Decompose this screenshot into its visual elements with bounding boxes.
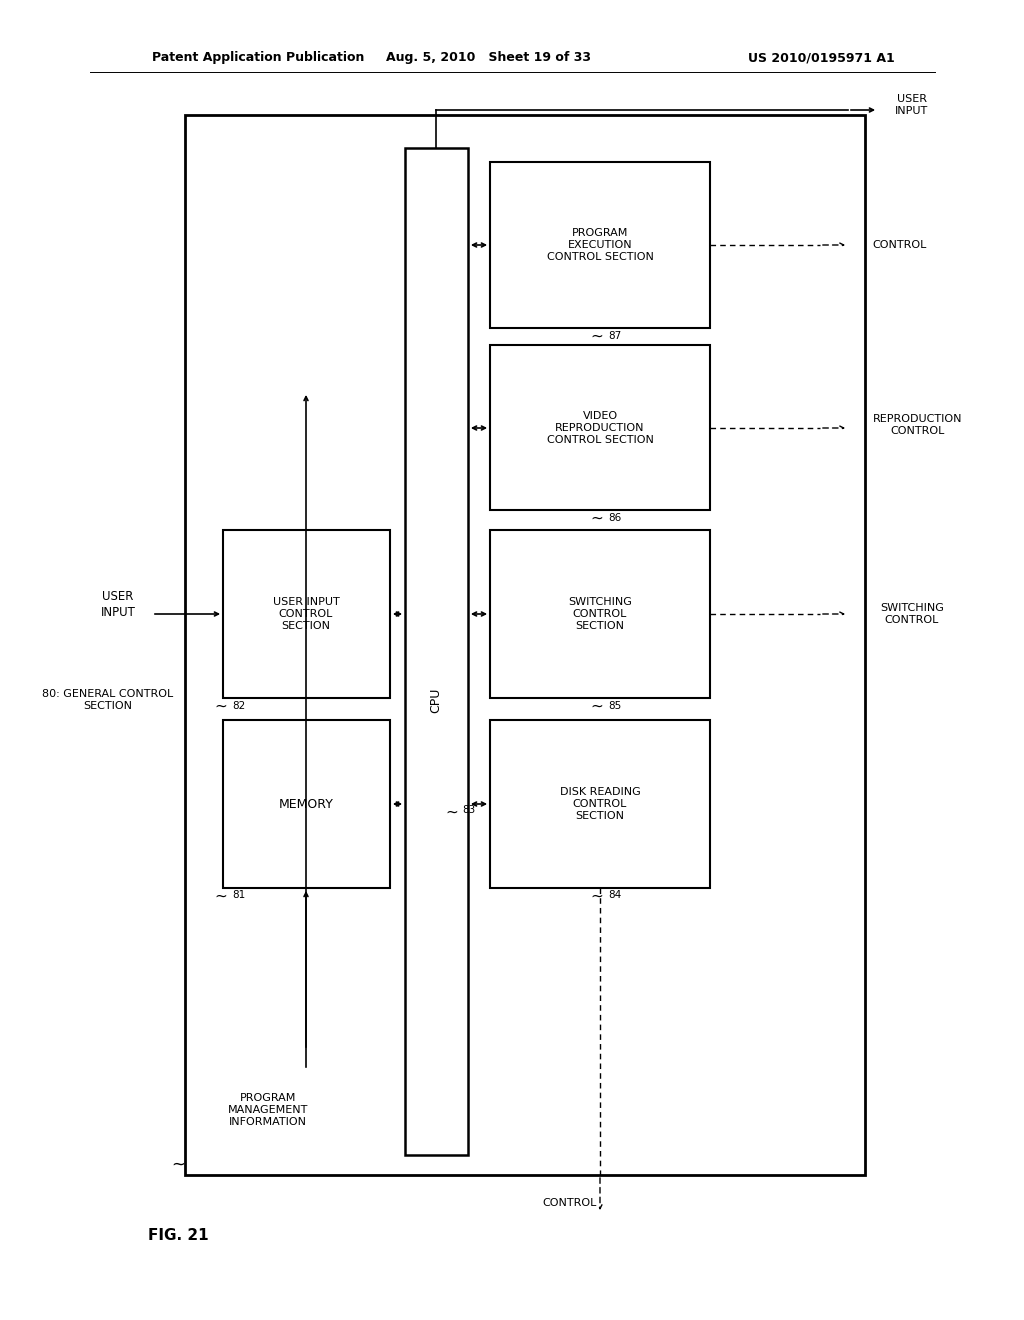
Text: Patent Application Publication: Patent Application Publication — [152, 51, 365, 65]
Text: ~: ~ — [591, 698, 603, 714]
Bar — [185, 115, 865, 1175]
Text: 81: 81 — [232, 890, 246, 900]
Text: 84: 84 — [608, 890, 622, 900]
Text: REPRODUCTION
CONTROL: REPRODUCTION CONTROL — [873, 413, 963, 436]
Text: 80: GENERAL CONTROL
SECTION: 80: GENERAL CONTROL SECTION — [42, 689, 174, 711]
Text: ~: ~ — [215, 888, 227, 903]
Text: 86: 86 — [608, 513, 622, 523]
Text: FIG. 21: FIG. 21 — [148, 1228, 209, 1242]
Text: USER INPUT
CONTROL
SECTION: USER INPUT CONTROL SECTION — [272, 597, 339, 631]
Bar — [223, 719, 390, 888]
Text: 83: 83 — [462, 805, 475, 814]
Text: Aug. 5, 2010   Sheet 19 of 33: Aug. 5, 2010 Sheet 19 of 33 — [385, 51, 591, 65]
Bar — [406, 148, 468, 1155]
Text: VIDEO
REPRODUCTION
CONTROL SECTION: VIDEO REPRODUCTION CONTROL SECTION — [547, 411, 653, 445]
Text: CONTROL: CONTROL — [872, 240, 927, 249]
Text: US 2010/0195971 A1: US 2010/0195971 A1 — [749, 51, 895, 65]
Text: 82: 82 — [232, 701, 246, 711]
Text: ~: ~ — [215, 698, 227, 714]
Bar — [490, 531, 710, 698]
Text: CPU: CPU — [429, 688, 442, 713]
Text: ~: ~ — [591, 329, 603, 343]
Text: SWITCHING
CONTROL: SWITCHING CONTROL — [880, 603, 944, 626]
Text: MEMORY: MEMORY — [279, 797, 334, 810]
Text: SWITCHING
CONTROL
SECTION: SWITCHING CONTROL SECTION — [568, 597, 632, 631]
Bar — [490, 719, 710, 888]
Text: DISK READING
CONTROL
SECTION: DISK READING CONTROL SECTION — [560, 787, 640, 821]
Bar — [223, 531, 390, 698]
Text: ~: ~ — [445, 804, 459, 820]
Text: USER
INPUT: USER INPUT — [895, 94, 929, 116]
Text: ~: ~ — [171, 1156, 185, 1173]
Text: ~: ~ — [591, 511, 603, 525]
Text: ~: ~ — [591, 888, 603, 903]
Text: 85: 85 — [608, 701, 622, 711]
Text: CONTROL: CONTROL — [543, 1199, 597, 1208]
Text: 87: 87 — [608, 331, 622, 341]
Text: PROGRAM
EXECUTION
CONTROL SECTION: PROGRAM EXECUTION CONTROL SECTION — [547, 227, 653, 263]
Bar — [490, 162, 710, 327]
Bar — [490, 345, 710, 510]
Text: PROGRAM
MANAGEMENT
INFORMATION: PROGRAM MANAGEMENT INFORMATION — [227, 1093, 308, 1127]
Text: USER
INPUT: USER INPUT — [100, 590, 135, 619]
